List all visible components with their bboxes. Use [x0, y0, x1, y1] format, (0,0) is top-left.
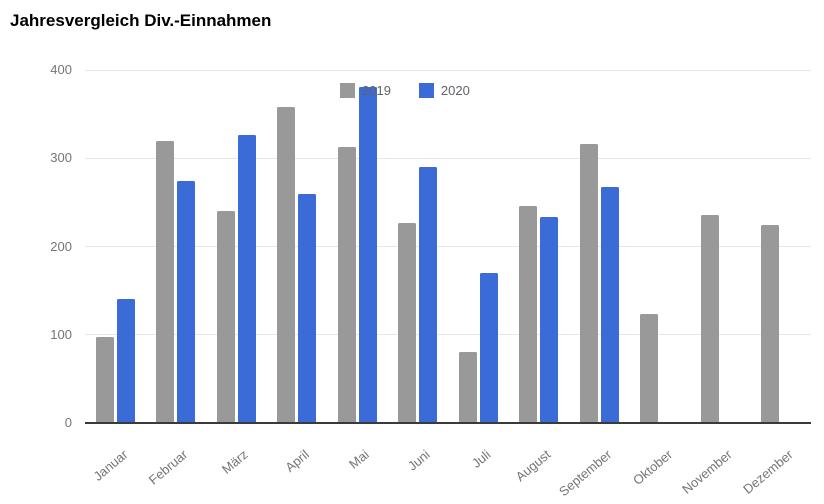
- bar-2019-dezember[interactable]: [761, 225, 780, 423]
- bar-group-april: [277, 107, 317, 423]
- y-tick-label-200: 200: [50, 238, 72, 254]
- bar-2019-märz[interactable]: [216, 211, 235, 423]
- x-tick-label-august: August: [512, 446, 554, 485]
- bar-group-mai: [337, 86, 377, 423]
- legend-swatch-2020-icon: [418, 83, 434, 98]
- gridline-300: [85, 157, 811, 159]
- bar-2019-juli[interactable]: [458, 351, 477, 423]
- legend: 2019 2020: [340, 83, 470, 98]
- bar-2020-juli[interactable]: [479, 272, 498, 423]
- bar-group-februar: [156, 140, 196, 423]
- bar-2019-januar[interactable]: [95, 336, 114, 423]
- x-tick-label-mai: Mai: [346, 446, 373, 472]
- x-tick-label-juni: Juni: [404, 446, 433, 474]
- x-tick-label-märz: März: [219, 446, 252, 477]
- bar-2019-mai[interactable]: [337, 146, 356, 423]
- bar-2019-april[interactable]: [277, 107, 296, 423]
- gridline-100: [85, 334, 811, 336]
- gridline-200: [85, 246, 811, 247]
- bar-2019-juni[interactable]: [398, 222, 417, 423]
- x-tick-label-januar: Januar: [89, 446, 131, 484]
- bar-2020-januar[interactable]: [116, 299, 135, 423]
- bar-2020-märz[interactable]: [237, 135, 256, 423]
- bar-group-september: [579, 144, 619, 423]
- x-tick-label-september: September: [555, 446, 615, 500]
- bar-2019-august[interactable]: [519, 205, 538, 423]
- gridline-400: [85, 69, 811, 71]
- bar-2020-august[interactable]: [540, 216, 559, 423]
- legend-label-2019: 2019: [362, 83, 391, 98]
- bar-group-oktober: [640, 314, 679, 423]
- bar-group-märz: [216, 135, 256, 423]
- bar-group-dezember: [761, 225, 800, 423]
- x-tick-label-juli: Juli: [468, 446, 494, 471]
- chart-title: Jahresvergleich Div.-Einnahmen: [10, 11, 272, 30]
- x-tick-label-februar: Februar: [146, 446, 191, 488]
- x-axis-line: [85, 422, 811, 424]
- bar-2020-juni[interactable]: [419, 167, 438, 423]
- bar-group-januar: [95, 299, 135, 423]
- legend-item-2019: 2019: [340, 83, 391, 98]
- bar-2020-september[interactable]: [600, 186, 619, 423]
- bar-2020-februar[interactable]: [177, 181, 196, 423]
- y-tick-label-300: 300: [50, 150, 72, 166]
- bar-group-august: [519, 205, 559, 423]
- plot-area: 2019 2020: [85, 69, 811, 424]
- x-tick-label-oktober: Oktober: [629, 446, 675, 488]
- x-tick-label-november: November: [679, 446, 736, 497]
- legend-item-2020: 2020: [418, 83, 470, 98]
- bar-2019-februar[interactable]: [156, 140, 175, 423]
- y-tick-label-400: 400: [50, 62, 72, 77]
- bar-2019-oktober[interactable]: [640, 314, 659, 423]
- legend-label-2020: 2020: [440, 83, 470, 98]
- y-tick-label-100: 100: [50, 326, 72, 342]
- bar-2019-november[interactable]: [700, 214, 719, 423]
- legend-swatch-2019-icon: [340, 83, 355, 98]
- x-tick-label-april: April: [281, 446, 312, 475]
- bar-group-juni: [398, 167, 438, 423]
- y-tick-label-0: 0: [64, 415, 72, 430]
- bar-2020-mai[interactable]: [358, 86, 377, 423]
- bar-2020-april[interactable]: [298, 194, 317, 423]
- bar-group-juli: [458, 272, 498, 423]
- x-tick-label-dezember: Dezember: [739, 446, 796, 497]
- bar-2019-september[interactable]: [579, 144, 598, 423]
- bar-group-november: [700, 214, 740, 423]
